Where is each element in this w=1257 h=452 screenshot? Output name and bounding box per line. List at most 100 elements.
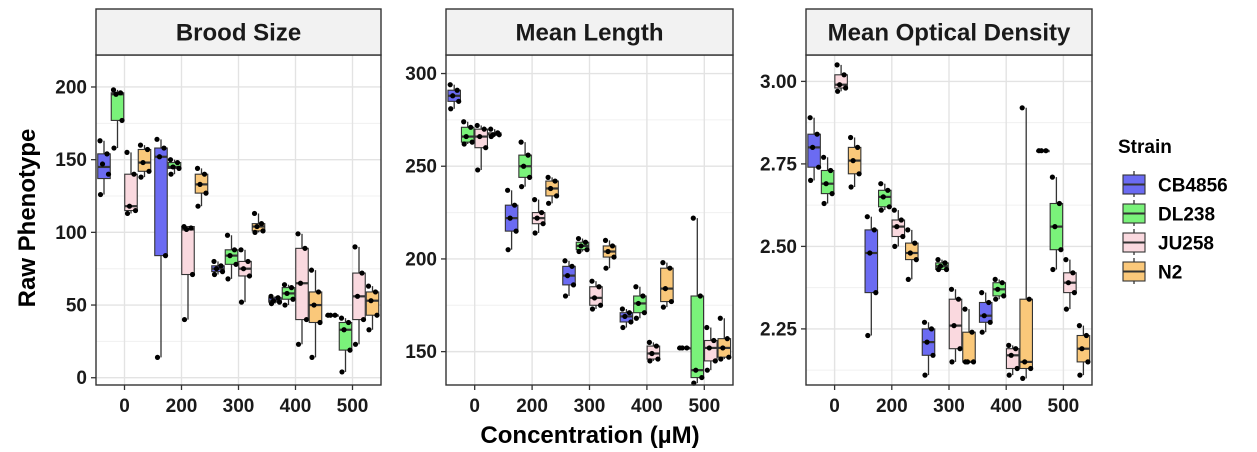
data-point [999,280,1005,286]
data-point [992,276,998,282]
data-point [979,329,985,335]
y-tick-label: 3.00 [760,72,797,93]
data-point [602,237,609,243]
data-point [474,122,480,129]
panel-2: Mean Optical Density 2.25 2.50 2.75 3.00 0 200… [760,8,1093,417]
box-N2-200 [545,174,560,206]
box-DL238-300 [224,232,239,282]
legend-label: N2 [1158,263,1182,284]
data-point [589,278,595,284]
data-point [168,171,174,177]
strip-title: Brood Size [176,20,301,47]
box-body [137,148,152,172]
data-point [955,296,962,302]
data-point [146,168,152,174]
box-CB4856-500 [676,345,691,351]
data-point [113,91,119,97]
data-point [1065,280,1071,286]
data-point [611,254,617,260]
data-point [864,214,870,220]
data-point [841,72,847,78]
data-point [552,178,558,184]
data-point [463,133,469,140]
data-point [297,280,304,286]
data-point [1077,372,1083,378]
data-point [930,352,936,358]
strip-title: Mean Optical Density [828,20,1071,47]
x-tick-label: 300 [933,396,965,417]
data-point [195,203,201,209]
data-point [124,210,131,217]
data-point [1013,346,1019,352]
data-point [1022,359,1028,365]
data-point [628,319,634,325]
data-point [477,133,483,140]
box-JU258-500 [703,324,718,373]
box-DL238-500 [690,215,705,386]
data-point [921,319,928,325]
data-point [354,293,361,299]
data-point [238,299,245,305]
data-point [837,82,843,88]
data-point [360,316,367,323]
data-point [137,142,144,148]
y-tick-label: 250 [405,157,437,178]
data-point [662,285,669,292]
legend-item-JU258: JU258 [1122,229,1214,255]
data-point [154,354,161,360]
data-point [704,367,710,373]
y-tick-label: 200 [55,77,87,98]
data-point [576,248,582,255]
data-point [712,358,718,364]
data-point [162,253,169,259]
data-point [225,276,231,282]
box-body [124,173,138,212]
data-point [697,293,703,299]
data-point [969,329,975,335]
box-N2-300 [251,210,266,235]
data-point [1063,257,1069,263]
data-point [562,293,569,299]
data-point [626,310,633,316]
data-point [993,296,999,302]
data-point [332,312,338,318]
y-tick-label: 2.50 [760,237,797,258]
data-point [345,319,352,326]
data-point [894,224,900,230]
data-point [111,145,117,151]
y-tick-label: 50 [66,296,87,317]
data-point [957,346,963,352]
legend-label: CB4856 [1158,176,1228,197]
data-point [871,227,877,233]
data-point [117,90,124,96]
data-point [603,265,609,271]
strip-title: Mean Length [516,20,664,47]
box-JU258-0 [474,122,489,173]
data-point [359,270,365,276]
box-body [181,225,195,276]
box-body [110,92,125,121]
box-JU258-500 [352,244,367,347]
data-point [935,266,942,273]
data-point [646,339,653,345]
data-point [341,327,347,333]
data-point [718,356,724,362]
legend-item-DL238: DL238 [1122,200,1215,226]
box-CB4856-0 [447,82,462,112]
data-point [1006,342,1012,348]
box-JU258-400 [1005,342,1020,378]
data-point [823,181,829,187]
data-point [181,316,188,323]
data-point [821,200,827,207]
data-point [511,202,518,208]
data-point [281,282,288,288]
data-point [814,131,820,137]
legend-item-CB4856: CB4856 [1122,171,1228,197]
data-point [649,350,655,357]
box-JU258-200 [181,223,196,323]
data-point [898,217,904,223]
data-point [655,356,661,362]
data-point [1063,306,1069,312]
data-point [519,184,525,190]
